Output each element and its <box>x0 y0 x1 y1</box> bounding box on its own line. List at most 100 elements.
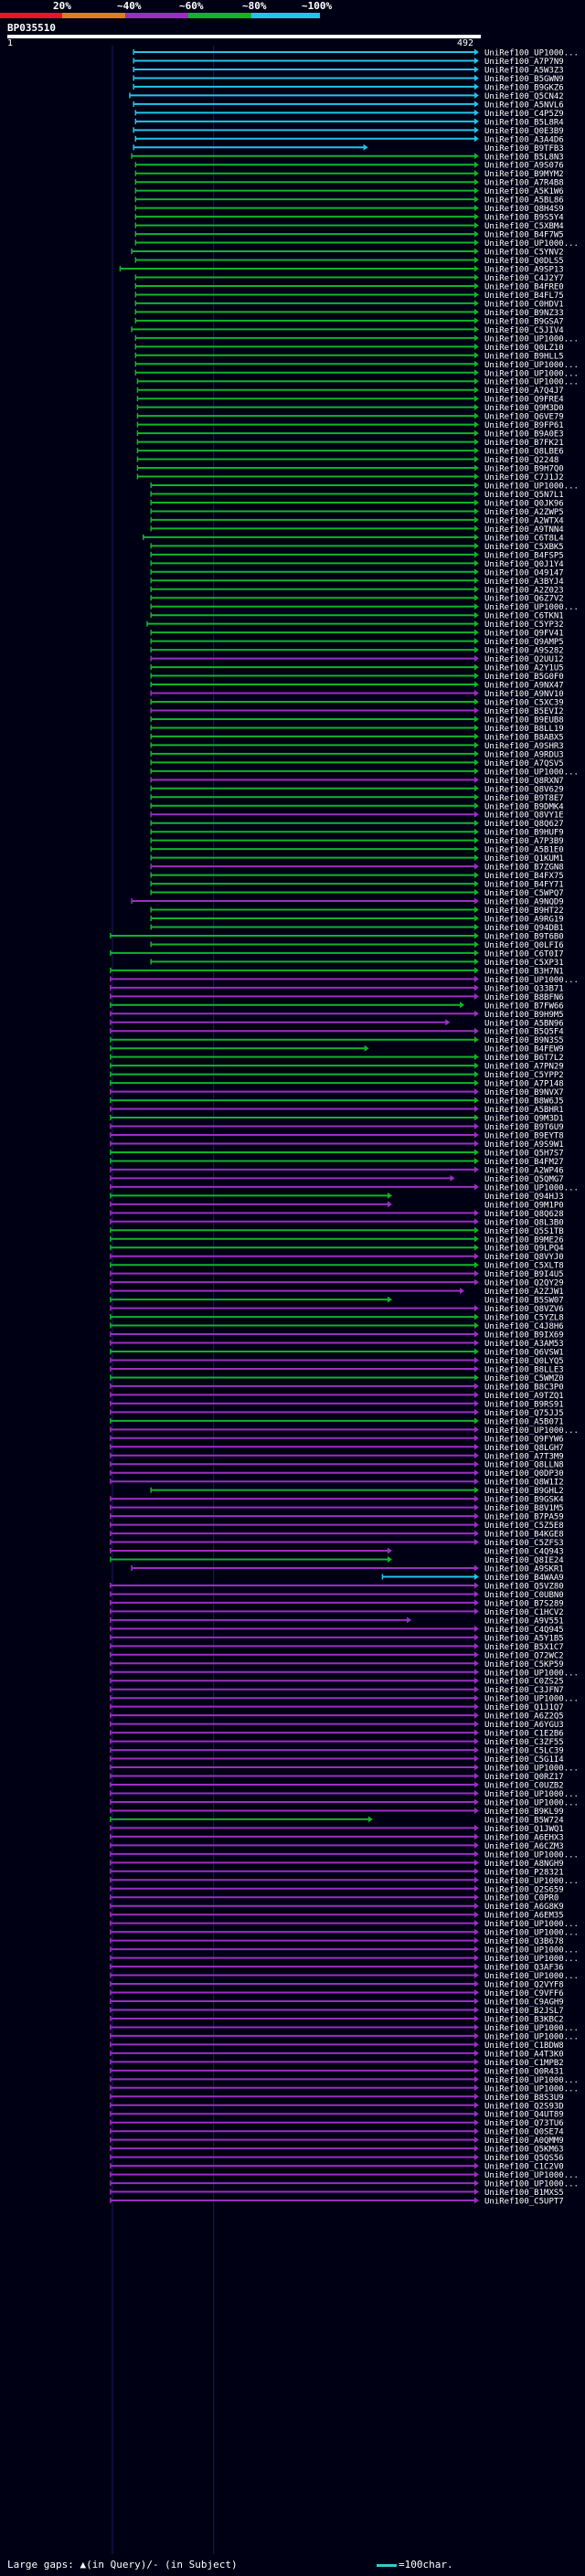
hit-label[interactable]: UniRef100_UP1000... <box>484 603 579 612</box>
hit-label[interactable]: UniRef100_B7FK21 <box>484 439 564 448</box>
hit-label[interactable]: UniRef100_B4FRE0 <box>484 282 564 292</box>
hit-label[interactable]: UniRef100_B9T8E7 <box>484 794 564 803</box>
hit-label[interactable]: UniRef100_Q6VSW1 <box>484 1349 564 1358</box>
hit-label[interactable]: UniRef100_UP1000... <box>484 1669 579 1678</box>
hit-label[interactable]: UniRef100_C5YP32 <box>484 620 564 630</box>
hit-label[interactable]: UniRef100_UP1000... <box>484 2076 579 2085</box>
hit-label[interactable]: UniRef100_A0QMM9 <box>484 2136 564 2146</box>
hit-label[interactable]: UniRef100_Q8V629 <box>484 785 564 794</box>
hit-label[interactable]: UniRef100_B9A0E3 <box>484 430 564 440</box>
hit-label[interactable]: UniRef100_C4J8H6 <box>484 1322 564 1331</box>
hit-label[interactable]: UniRef100_B6T7L2 <box>484 1054 564 1063</box>
hit-label[interactable]: UniRef100_C3JFN7 <box>484 1686 564 1695</box>
hit-label[interactable]: UniRef100_A7QSV5 <box>484 759 564 769</box>
hit-label[interactable]: UniRef100_B4FSP5 <box>484 551 564 560</box>
hit-label[interactable]: UniRef100_Q4UT89 <box>484 2111 564 2120</box>
hit-label[interactable]: UniRef100_A7PN29 <box>484 1063 564 1072</box>
hit-label[interactable]: UniRef100_Q3B678 <box>484 1937 564 1946</box>
hit-label[interactable]: UniRef100_A7P148 <box>484 1080 564 1089</box>
hit-label[interactable]: UniRef100_A7R4B8 <box>484 179 564 188</box>
hit-label[interactable]: UniRef100_UP1000... <box>484 1850 579 1860</box>
hit-label[interactable]: UniRef100_A9S076 <box>484 162 564 171</box>
hit-label[interactable]: UniRef100_UP1000... <box>484 2032 579 2041</box>
hit-label[interactable]: UniRef100_B9EYT8 <box>484 1132 564 1141</box>
hit-label[interactable]: UniRef100_B9IX69 <box>484 1331 564 1341</box>
hit-label[interactable]: UniRef100_A3A4D6 <box>484 135 564 144</box>
hit-label[interactable]: UniRef100_A9TNN4 <box>484 525 564 535</box>
hit-label[interactable]: UniRef100_B9N3S5 <box>484 1036 564 1045</box>
hit-label[interactable]: UniRef100_B9GKZ6 <box>484 83 564 92</box>
hit-label[interactable]: UniRef100_UP1000... <box>484 2084 579 2094</box>
hit-label[interactable]: UniRef100_C3ZF55 <box>484 1738 564 1747</box>
hit-label[interactable]: UniRef100_B9MYM2 <box>484 170 564 179</box>
hit-label[interactable]: UniRef100_A2Y1U5 <box>484 664 564 673</box>
hit-label[interactable]: UniRef100_B8W6J5 <box>484 1097 564 1107</box>
hit-label[interactable]: UniRef100_C5UPT7 <box>484 2198 564 2207</box>
hit-label[interactable]: UniRef100_B4FL75 <box>484 292 564 301</box>
hit-label[interactable]: UniRef100_UP1000... <box>484 482 579 492</box>
hit-label[interactable]: UniRef100_A7P7N9 <box>484 58 564 67</box>
hit-label[interactable]: UniRef100_UP1000... <box>484 1798 579 1807</box>
hit-label[interactable]: UniRef100_B8C3P0 <box>484 1383 564 1392</box>
hit-label[interactable]: UniRef100_B9RS91 <box>484 1400 564 1409</box>
hit-label[interactable]: UniRef100_P28321 <box>484 1868 564 1877</box>
hit-label[interactable]: UniRef100_C5ZFS3 <box>484 1539 564 1548</box>
hit-label[interactable]: UniRef100_B9KL99 <box>484 1807 564 1817</box>
hit-label[interactable]: UniRef100_A9NX47 <box>484 682 564 691</box>
hit-label[interactable]: UniRef100_A8NGH9 <box>484 1860 564 1869</box>
hit-label[interactable]: UniRef100_UP1000... <box>484 2024 579 2033</box>
hit-label[interactable]: UniRef100_Q8Q627 <box>484 820 564 829</box>
hit-label[interactable]: UniRef100_Q5H7S7 <box>484 1149 564 1158</box>
hit-label[interactable]: UniRef100_B8V1M5 <box>484 1504 564 1513</box>
hit-label[interactable]: UniRef100_B8ABX5 <box>484 733 564 742</box>
hit-label[interactable]: UniRef100_UP1000... <box>484 976 579 985</box>
hit-label[interactable]: UniRef100_Q9AMP5 <box>484 638 564 647</box>
hit-label[interactable]: UniRef100_C4Q943 <box>484 1548 564 1557</box>
hit-label[interactable]: UniRef100_A5Y1B5 <box>484 1634 564 1643</box>
hit-label[interactable]: UniRef100_UP1000... <box>484 1972 579 1981</box>
hit-label[interactable]: UniRef100_Q0DLS5 <box>484 257 564 266</box>
hit-label[interactable]: UniRef100_Q3AF36 <box>484 1964 564 1973</box>
hit-label[interactable]: UniRef100_B3KBC2 <box>484 2015 564 2024</box>
hit-label[interactable]: UniRef100_Q5QMG7 <box>484 1175 564 1184</box>
hit-label[interactable]: UniRef100_C5WMZ0 <box>484 1374 564 1383</box>
hit-label[interactable]: UniRef100_A5B071 <box>484 1417 564 1426</box>
hit-label[interactable]: UniRef100_C5YPP2 <box>484 1071 564 1080</box>
hit-label[interactable]: UniRef100_Q5CN42 <box>484 92 564 101</box>
hit-label[interactable]: UniRef100_Q8VZV6 <box>484 1305 564 1314</box>
hit-label[interactable]: UniRef100_B5X1C7 <box>484 1643 564 1652</box>
hit-label[interactable]: UniRef100_A6EM35 <box>484 1912 564 1921</box>
hit-label[interactable]: UniRef100_Q8LBE6 <box>484 448 564 457</box>
hit-label[interactable]: UniRef100_B4FEW9 <box>484 1045 564 1055</box>
hit-label[interactable]: UniRef100_Q94HJ3 <box>484 1193 564 1202</box>
hit-label[interactable]: UniRef100_Q9FV41 <box>484 630 564 639</box>
hit-label[interactable]: UniRef100_Q8VY1E <box>484 811 564 821</box>
hit-label[interactable]: UniRef100_C5KP59 <box>484 1660 564 1670</box>
hit-label[interactable]: UniRef100_B8LLE3 <box>484 1365 564 1374</box>
hit-label[interactable]: UniRef100_Q2S93D <box>484 2102 564 2111</box>
hit-label[interactable]: UniRef100_A3BYJ4 <box>484 578 564 587</box>
hit-label[interactable]: UniRef100_A5B1E0 <box>484 846 564 855</box>
hit-label[interactable]: UniRef100_C7J1J2 <box>484 473 564 482</box>
hit-label[interactable]: UniRef100_Q2QY29 <box>484 1279 564 1288</box>
hit-label[interactable]: UniRef100_UP1000... <box>484 239 579 249</box>
hit-label[interactable]: UniRef100_A6EHX3 <box>484 1833 564 1842</box>
hit-label[interactable]: UniRef100_B5L8N3 <box>484 153 564 162</box>
hit-label[interactable]: UniRef100_Q0E3B9 <box>484 127 564 136</box>
hit-label[interactable]: UniRef100_Q8IE24 <box>484 1556 564 1565</box>
hit-label[interactable]: UniRef100_A2Z023 <box>484 586 564 595</box>
hit-label[interactable]: UniRef100_UP1000... <box>484 2180 579 2189</box>
hit-label[interactable]: UniRef100_B5GWN9 <box>484 75 564 84</box>
hit-label[interactable]: UniRef100_C5XLT8 <box>484 1262 564 1271</box>
hit-label[interactable]: UniRef100_Q0J1Y4 <box>484 560 564 569</box>
hit-label[interactable]: UniRef100_Q0DP30 <box>484 1469 564 1479</box>
hit-label[interactable]: UniRef100_B8BFN6 <box>484 993 564 1002</box>
hit-label[interactable]: UniRef100_UP1000... <box>484 1877 579 1886</box>
hit-label[interactable]: UniRef100_Q5VZ80 <box>484 1582 564 1591</box>
hit-label[interactable]: UniRef100_A9NV10 <box>484 690 564 699</box>
hit-label[interactable]: UniRef100_B4WAA9 <box>484 1574 564 1583</box>
hit-label[interactable]: UniRef100_C1HCV2 <box>484 1608 564 1617</box>
hit-label[interactable]: UniRef100_A5K1W6 <box>484 187 564 196</box>
hit-label[interactable]: UniRef100_C4Q945 <box>484 1626 564 1635</box>
hit-label[interactable]: UniRef100_Q0SE74 <box>484 2128 564 2137</box>
